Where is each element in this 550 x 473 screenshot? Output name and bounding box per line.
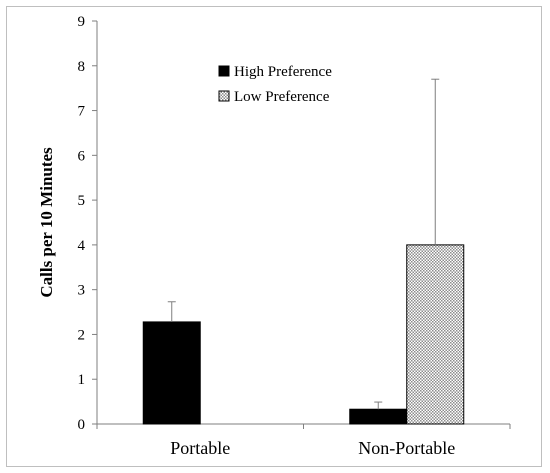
- y-tick-label: 9: [78, 14, 86, 30]
- legend-swatch: [218, 90, 230, 102]
- bar-high-preference: [142, 321, 201, 425]
- y-tick-label: 7: [78, 104, 86, 120]
- bars: [142, 244, 465, 425]
- legend-swatch: [218, 65, 230, 77]
- legend-label: Low Preference: [234, 89, 330, 105]
- x-category-label: Non-Portable: [358, 438, 455, 458]
- legend-label: High Preference: [234, 64, 332, 80]
- y-tick-label: 3: [78, 283, 86, 299]
- error-bars: [167, 78, 440, 410]
- legend: High Preference Low Preference: [218, 64, 332, 105]
- y-axis-title: Calls per 10 Minutes: [37, 147, 56, 298]
- y-tick-label: 6: [78, 148, 86, 164]
- y-tick-label: 8: [78, 59, 86, 75]
- bar-low-preference: [406, 244, 465, 425]
- bar-high-preference: [349, 408, 408, 425]
- y-tick-label: 5: [78, 193, 86, 209]
- y-tick-label: 4: [78, 238, 86, 254]
- y-tick-label: 2: [78, 327, 86, 343]
- y-tick-label: 0: [78, 417, 86, 433]
- y-tick-label: 1: [78, 372, 86, 388]
- x-category-label: Portable: [170, 438, 230, 458]
